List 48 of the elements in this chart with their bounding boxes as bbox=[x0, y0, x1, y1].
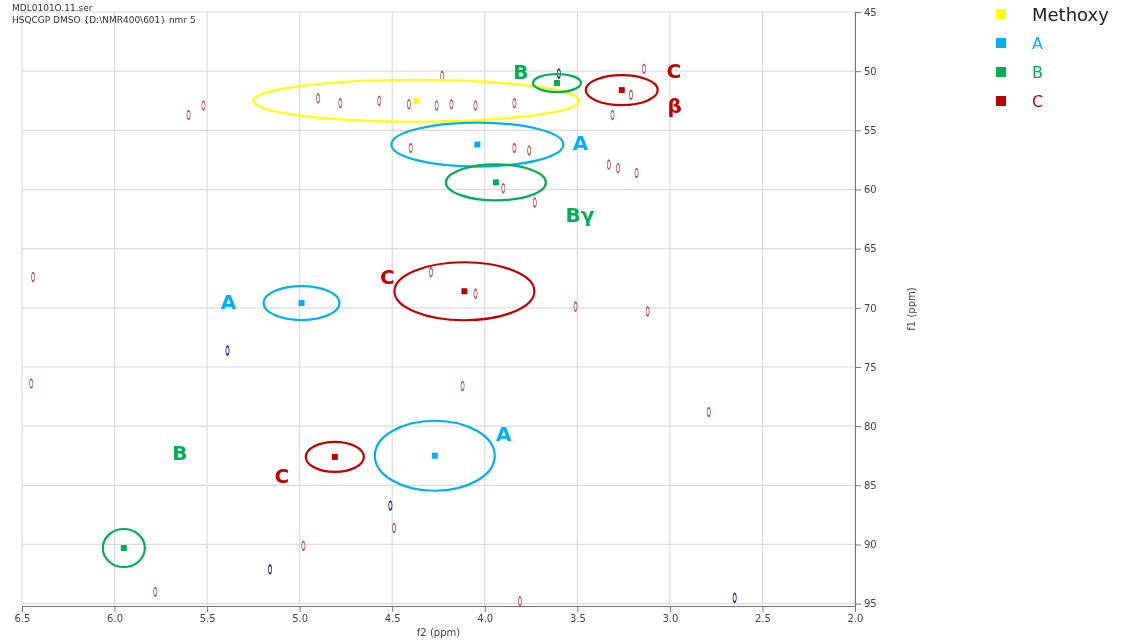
annotation: B bbox=[172, 441, 188, 466]
x-axis-title: f2 (ppm) bbox=[416, 627, 461, 638]
annotation: A bbox=[496, 421, 513, 446]
x-tick-label: 5.0 bbox=[292, 613, 309, 625]
y-tick-label: 70 bbox=[864, 302, 877, 314]
annotation: B bbox=[513, 60, 529, 84]
y-tick-label: 85 bbox=[864, 480, 877, 492]
annotation: Bγ bbox=[565, 203, 595, 228]
annotation: HSQCGP DMSO {D:\NMR400\601} nmr 5 bbox=[12, 15, 196, 25]
point bbox=[492, 179, 499, 186]
point bbox=[461, 288, 468, 295]
x-tick-label: 4.5 bbox=[384, 613, 401, 625]
y-tick-label: 90 bbox=[864, 539, 877, 551]
annotation: C bbox=[666, 59, 682, 84]
annotation: A bbox=[220, 290, 237, 315]
x-tick-label: 3.0 bbox=[662, 613, 679, 625]
y-tick-label: 60 bbox=[864, 184, 877, 196]
point bbox=[474, 141, 481, 148]
y-tick-label: 65 bbox=[864, 243, 877, 255]
y-tick-label: 95 bbox=[864, 598, 877, 610]
legend-label: B bbox=[1032, 62, 1043, 82]
y-tick-label: 50 bbox=[864, 65, 877, 77]
point bbox=[431, 452, 438, 459]
legend-label: A bbox=[1032, 33, 1043, 53]
x-tick-label: 3.5 bbox=[569, 613, 586, 625]
point bbox=[298, 300, 305, 307]
x-tick-label: 2.5 bbox=[754, 613, 771, 625]
point bbox=[331, 453, 338, 460]
annotation: β bbox=[667, 94, 682, 119]
point bbox=[618, 87, 625, 94]
y-tick-label: 45 bbox=[864, 6, 877, 18]
x-tick-label: 4.0 bbox=[477, 613, 494, 625]
point bbox=[413, 97, 420, 104]
x-tick-label: 5.5 bbox=[199, 613, 216, 625]
x-tick-label: 6.0 bbox=[107, 613, 124, 625]
x-tick-label: 6.5 bbox=[14, 613, 31, 625]
annotation: A bbox=[572, 130, 589, 155]
legend-label: Methoxy bbox=[1032, 3, 1110, 25]
annotation: MDL0101O.11.ser bbox=[12, 3, 93, 13]
y-tick-label: 80 bbox=[864, 420, 877, 432]
y-tick-label: 75 bbox=[864, 361, 877, 373]
point bbox=[553, 80, 560, 86]
y-tick-label: 55 bbox=[864, 125, 877, 137]
annotation: C bbox=[274, 463, 290, 488]
y-axis-title: f1 (ppm) bbox=[906, 287, 917, 331]
annotation: C bbox=[380, 265, 395, 290]
x-tick-label: 2.0 bbox=[847, 613, 864, 625]
legend-label: C bbox=[1032, 91, 1044, 111]
